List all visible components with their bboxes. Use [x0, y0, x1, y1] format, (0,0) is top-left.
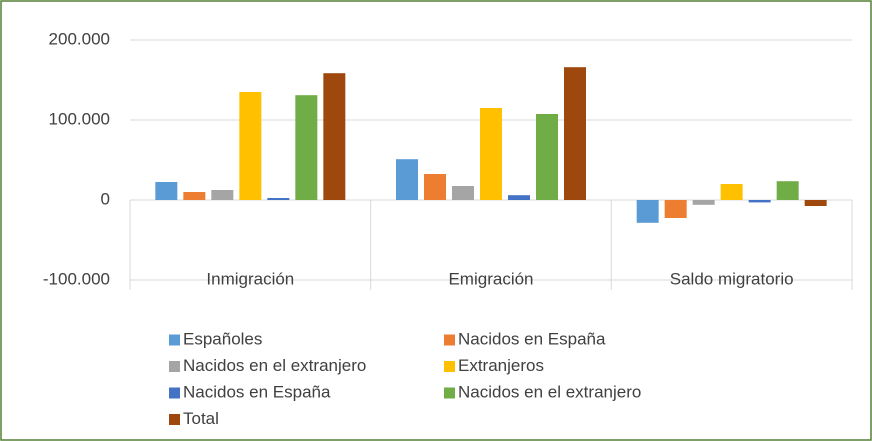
bar	[424, 174, 446, 200]
bar	[452, 186, 474, 200]
bar	[664, 200, 687, 218]
legend-swatch	[169, 414, 180, 425]
bar	[564, 67, 586, 200]
bar	[636, 200, 659, 223]
legend-swatch	[169, 361, 180, 372]
bar	[267, 198, 290, 200]
x-tick-label: Saldo migratorio	[670, 269, 794, 288]
x-tick-label: Inmigración	[206, 269, 294, 288]
bar	[155, 182, 178, 200]
legend-label: Nacidos en el extranjero	[183, 356, 366, 375]
legend-label: Extranjeros	[458, 356, 544, 375]
bar	[239, 92, 262, 200]
legend-label: Españoles	[183, 329, 262, 348]
legend-swatch	[444, 361, 455, 372]
bar	[536, 114, 558, 200]
bar	[480, 108, 502, 200]
bar	[295, 95, 318, 200]
bar	[748, 200, 771, 203]
y-tick-label: 200.000	[49, 29, 110, 48]
legend-label: Total	[183, 409, 219, 428]
bar	[720, 184, 743, 200]
bar	[776, 181, 799, 200]
x-tick-label: Emigración	[448, 269, 533, 288]
legend-swatch	[444, 387, 455, 399]
bar	[323, 73, 346, 200]
legend-label: Nacidos en España	[458, 329, 606, 348]
legend-swatch	[169, 387, 180, 399]
legend-label: Nacidos en el extranjero	[458, 382, 641, 401]
bar	[692, 200, 715, 205]
legend-label: Nacidos en España	[183, 382, 331, 401]
legend-swatch	[169, 334, 180, 346]
bar	[211, 190, 234, 200]
bar	[183, 192, 206, 200]
bar	[396, 159, 418, 200]
y-tick-label: -100.000	[43, 269, 110, 288]
bar	[508, 195, 530, 200]
legend-swatch	[444, 334, 455, 346]
bar	[804, 200, 827, 206]
y-tick-label: 100.000	[49, 109, 110, 128]
y-tick-label: 0	[101, 189, 110, 208]
